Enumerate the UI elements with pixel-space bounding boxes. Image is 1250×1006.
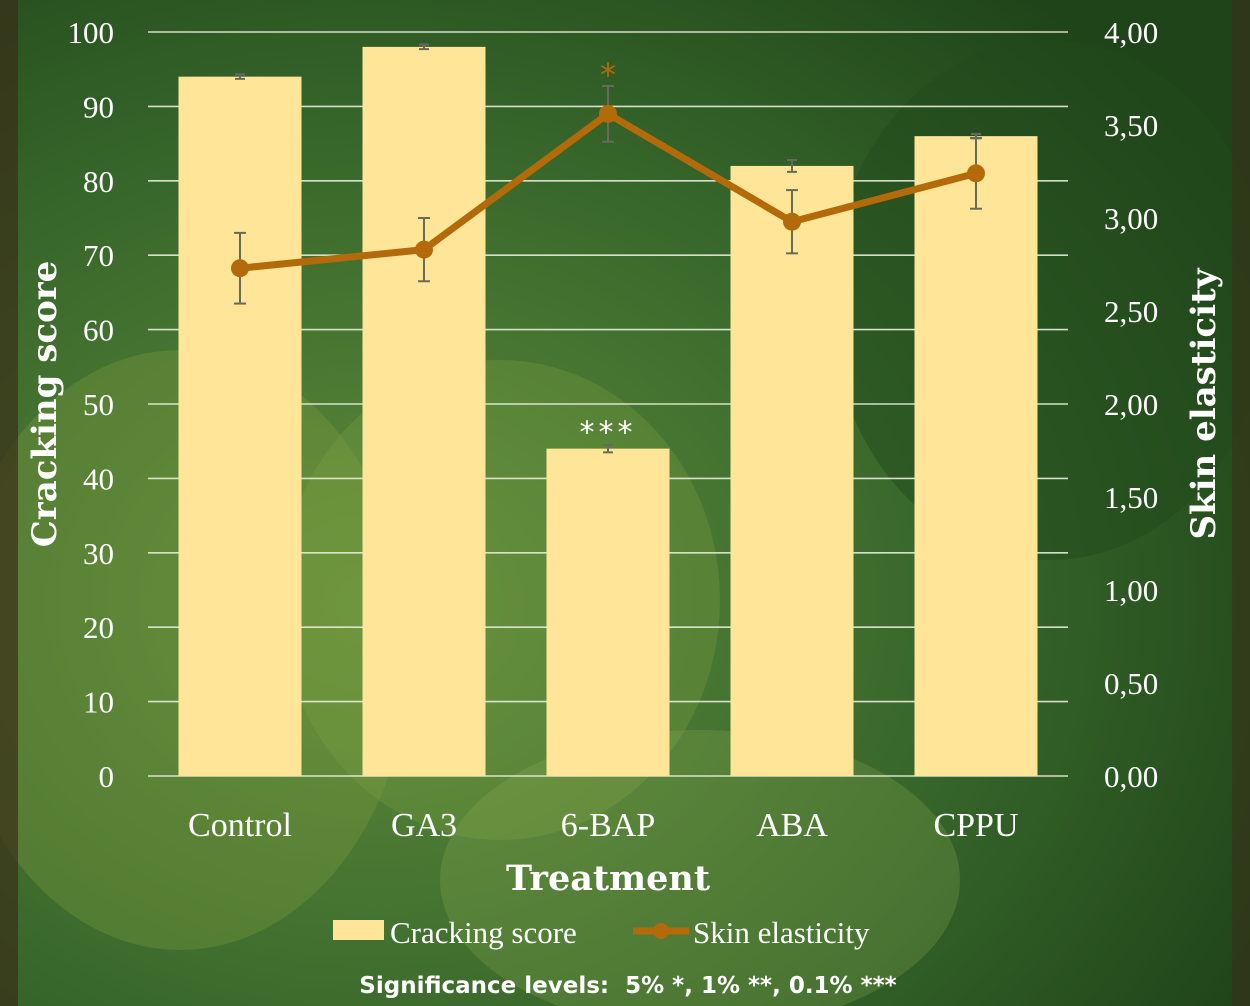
line-significance-marker: * [600, 56, 616, 94]
elasticity-point-cppu [967, 164, 985, 183]
bar-control [178, 76, 302, 776]
bar-significance-marker: *** [580, 416, 637, 451]
bar-error-bar [787, 158, 797, 173]
y-tick-label: 90 [83, 89, 114, 124]
y-tick-label: 30 [83, 536, 114, 571]
y2-tick-label: 2,50 [1104, 294, 1158, 329]
x-tick-label: 6-BAP [561, 807, 655, 844]
significance-note: Significance levels: 5% *, 1% **, 0.1% *… [359, 973, 896, 999]
elasticity-point-control [231, 259, 249, 278]
elasticity-point-6-bap [599, 104, 617, 123]
y2-tick-label: 3,00 [1104, 201, 1158, 236]
x-tick-label: CPPU [933, 807, 1018, 844]
legend-line-marker [653, 923, 669, 939]
legend-bar-label: Cracking score [390, 915, 577, 950]
y2-tick-label: 0,50 [1104, 666, 1158, 701]
y-tick-label: 0 [99, 759, 115, 794]
y2-axis-title: Skin elasticity [1184, 267, 1224, 539]
y2-tick-label: 3,50 [1104, 108, 1158, 143]
bar-error-bar [419, 43, 429, 51]
y-tick-label: 70 [83, 238, 114, 273]
y-tick-label: 100 [68, 15, 115, 50]
y2-tick-label: 1,50 [1104, 480, 1158, 515]
y-tick-label: 10 [83, 685, 114, 720]
x-tick-label: GA3 [391, 807, 457, 844]
legend-bar-swatch [333, 920, 384, 940]
x-axis-title: Treatment [506, 858, 710, 899]
y-tick-label: 20 [83, 610, 114, 645]
legend-line-label: Skin elasticity [693, 915, 870, 950]
y-tick-label: 40 [83, 461, 114, 496]
legend: Cracking score Skin elasticity [333, 915, 870, 950]
y2-tick-label: 4,00 [1104, 15, 1158, 50]
bar-aba [730, 165, 854, 777]
x-tick-label: ABA [756, 807, 828, 844]
ticks: 0 10 20 30 40 50 60 70 80 90 100 0,00 0,50 1,00 1,50 2,… [68, 15, 1159, 844]
y2-tick-label: 2,00 [1104, 387, 1158, 422]
bar-cppu [914, 136, 1038, 776]
y2-tick-label: 1,00 [1104, 573, 1158, 608]
elasticity-point-aba [783, 212, 801, 231]
y-tick-label: 60 [83, 313, 114, 348]
elasticity-point-ga3 [415, 240, 433, 259]
y2-tick-label: 0,00 [1104, 759, 1158, 794]
bars: *** [178, 43, 1038, 777]
bar-6-bap [546, 448, 670, 776]
bar-error-bar [603, 443, 613, 454]
y-tick-label: 80 [83, 164, 114, 199]
y-tick-label: 50 [83, 387, 114, 422]
bar-ga3 [362, 46, 486, 776]
bar-error-bar [235, 73, 245, 80]
elasticity-line: * [231, 56, 985, 305]
x-tick-label: Control [188, 807, 292, 844]
y-axis-title: Cracking score [25, 261, 65, 548]
